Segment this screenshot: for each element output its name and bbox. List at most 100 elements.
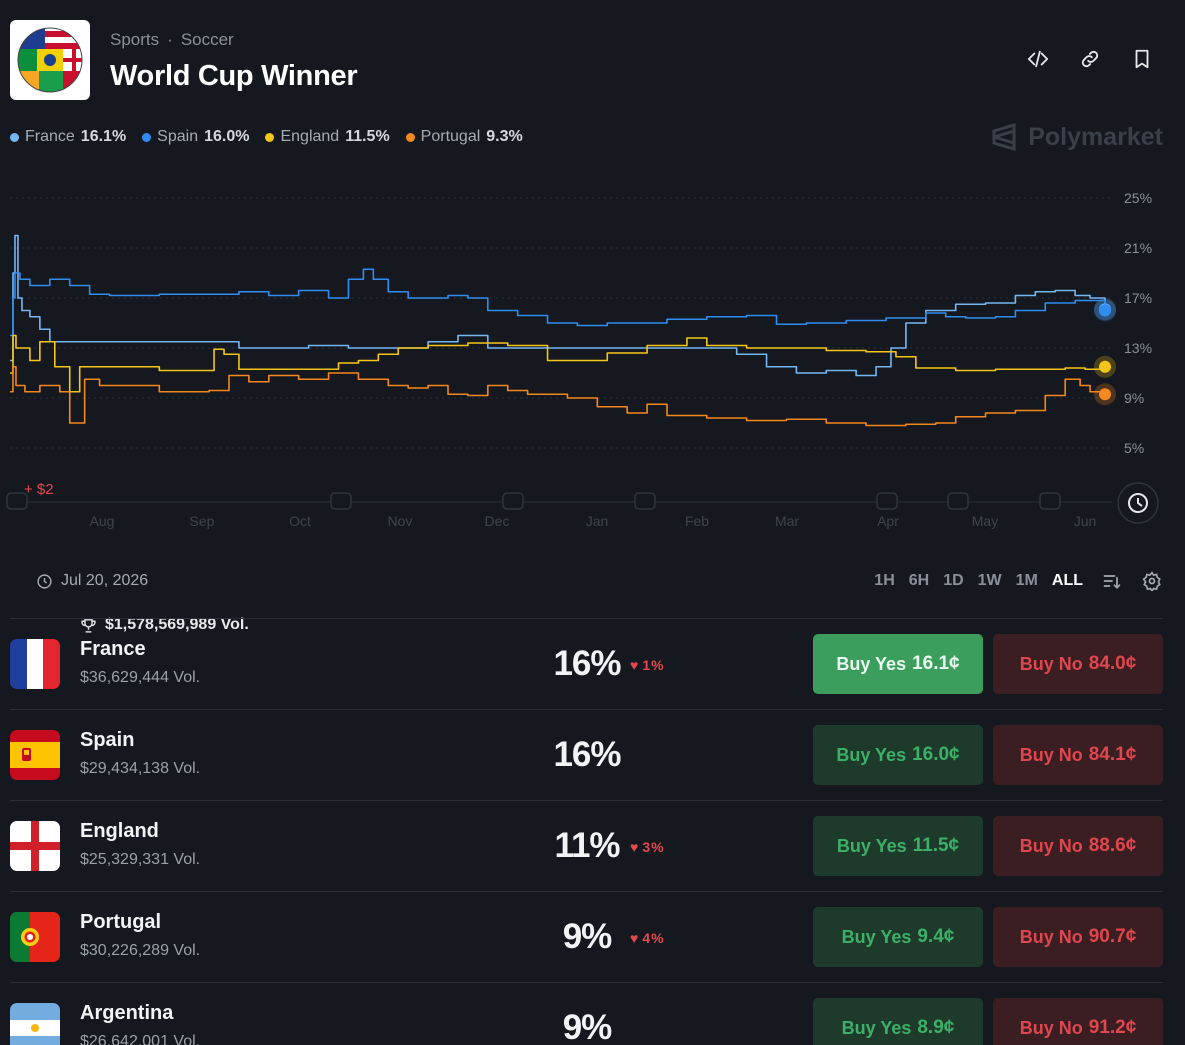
bookmark-button[interactable] <box>1129 46 1155 72</box>
legend-value: 16.0% <box>204 128 250 145</box>
buy-no-label: Buy No <box>1019 653 1083 674</box>
buy-yes-label: Buy Yes <box>836 744 907 765</box>
buy-yes-label: Buy Yes <box>841 1017 912 1038</box>
y-tick-label: 13% <box>1124 340 1152 356</box>
buy-yes-button[interactable]: Buy Yes 8.9¢ <box>813 998 983 1045</box>
event-marker <box>1039 492 1061 510</box>
series-endpoint-england <box>1099 360 1111 373</box>
outcome-row-england[interactable]: England $25,329,331 Vol. 11% ♥ 3% Buy Yes… <box>10 800 1163 891</box>
buy-no-label: Buy No <box>1019 744 1083 765</box>
y-tick-label: 25% <box>1124 190 1152 206</box>
outcome-change-value: 1% <box>642 657 665 673</box>
chart-toolbar: $1,578,569,989 Vol. Jul 20, 2026 1H 6H 1… <box>10 566 1163 633</box>
total-volume: $1,578,569,989 Vol. <box>80 616 249 634</box>
gear-icon <box>1142 571 1161 591</box>
event-marker <box>634 492 656 510</box>
outcome-change: ♥ 4% <box>630 930 665 946</box>
breadcrumb-category[interactable]: Sports <box>110 30 160 49</box>
legend-value: 9.3% <box>486 128 523 145</box>
embed-button[interactable] <box>1025 46 1051 72</box>
y-tick-label: 5% <box>1124 440 1144 456</box>
outcome-volume: $25,329,331 Vol. <box>80 851 201 868</box>
outcome-name: England <box>80 820 159 842</box>
buy-yes-label: Buy Yes <box>836 835 907 856</box>
series-line-england <box>10 334 1106 393</box>
buy-yes-price: 16.1¢ <box>912 653 960 674</box>
spain-flag-icon <box>10 730 60 780</box>
history-clock-button[interactable] <box>1117 482 1159 524</box>
outcome-row-france[interactable]: France $36,629,444 Vol. 16% ♥ 1% Buy Yes 1… <box>10 618 1163 709</box>
outcomes-list: France $36,629,444 Vol. 16% ♥ 1% Buy Yes 1… <box>10 618 1163 1045</box>
outcome-probability: 11% <box>554 826 620 865</box>
legend-label: England <box>280 128 340 145</box>
x-tick-label: Apr <box>877 513 899 529</box>
range-all[interactable]: ALL <box>1051 572 1083 589</box>
buy-yes-price: 11.5¢ <box>912 835 960 856</box>
outcome-probability: 16% <box>553 735 621 774</box>
chart-annotation: + $2 <box>24 481 54 498</box>
x-tick-label: Oct <box>289 513 311 529</box>
copy-link-button[interactable] <box>1077 46 1103 72</box>
chart-legend: France 16.1% Spain 16.0% England 11.5% P… <box>10 128 523 146</box>
event-logo <box>10 20 90 100</box>
outcome-row-argentina[interactable]: Argentina $26,642,001 Vol. 9% Buy Yes 8.9… <box>10 982 1163 1045</box>
price-history-chart[interactable]: 25% 21% 17% 13% 9% 5% Aug Sep Oct Nov Dec Jan Feb Mar… <box>0 180 1185 540</box>
legend-item-spain: Spain 16.0% <box>142 128 249 146</box>
outcome-name: Argentina <box>80 1002 174 1024</box>
outcome-row-portugal[interactable]: Portugal $30,226,289 Vol. 9% ♥ 4% Buy Yes… <box>10 891 1163 982</box>
legend-dot <box>265 132 275 142</box>
buy-no-button[interactable]: Buy No 90.7¢ <box>993 907 1163 967</box>
time-range-selector: 1H 6H 1D 1W 1M ALL <box>874 570 1163 592</box>
outcome-name: Spain <box>80 729 135 751</box>
outcome-name: Portugal <box>80 911 162 933</box>
outcome-row-spain[interactable]: Spain $29,434,138 Vol. 16% Buy Yes 16.0¢ … <box>10 709 1163 800</box>
x-tick-label: Feb <box>685 513 709 529</box>
buy-yes-button[interactable]: Buy Yes 11.5¢ <box>813 816 983 876</box>
x-tick-label: Dec <box>485 513 510 529</box>
bookmark-icon <box>1135 49 1149 69</box>
buy-no-button[interactable]: Buy No 91.2¢ <box>993 998 1163 1045</box>
breadcrumb-subcategory[interactable]: Soccer <box>180 30 234 49</box>
range-1h[interactable]: 1H <box>874 572 895 589</box>
range-1d[interactable]: 1D <box>943 572 964 589</box>
outcome-volume: $26,642,001 Vol. <box>80 1033 201 1045</box>
polymarket-logo-icon <box>992 122 1016 152</box>
legend-value: 11.5% <box>345 128 390 145</box>
buy-yes-price: 8.9¢ <box>917 1017 955 1038</box>
buy-no-button[interactable]: Buy No 88.6¢ <box>993 816 1163 876</box>
series-line-france <box>10 234 1106 377</box>
link-icon <box>1081 50 1099 68</box>
buy-no-button[interactable]: Buy No 84.0¢ <box>993 634 1163 694</box>
range-6h[interactable]: 6H <box>908 572 930 589</box>
x-tick-label: Jan <box>586 513 609 529</box>
sort-button[interactable] <box>1101 570 1123 592</box>
series-line-spain <box>10 268 1106 337</box>
legend-value: 16.1% <box>80 128 127 145</box>
settings-button[interactable] <box>1141 570 1163 592</box>
trophy-icon <box>81 618 96 633</box>
total-volume-value: $1,578,569,989 Vol. <box>105 616 249 633</box>
sort-icon <box>1103 575 1121 589</box>
buy-no-button[interactable]: Buy No 84.1¢ <box>993 725 1163 785</box>
england-flag-icon <box>10 821 60 871</box>
range-1m[interactable]: 1M <box>1015 572 1038 589</box>
range-1w[interactable]: 1W <box>977 572 1002 589</box>
buy-yes-button[interactable]: Buy Yes 9.4¢ <box>813 907 983 967</box>
buy-yes-price: 9.4¢ <box>917 926 955 947</box>
outcome-probability: 9% <box>562 917 613 956</box>
buy-no-price: 90.7¢ <box>1088 926 1137 947</box>
argentina-flag-icon <box>10 1003 60 1045</box>
legend-label: Spain <box>157 128 199 145</box>
outcome-probability: 9% <box>562 1008 613 1045</box>
page-title: World Cup Winner <box>110 60 358 92</box>
buy-no-price: 84.1¢ <box>1088 744 1137 765</box>
y-tick-label: 21% <box>1124 240 1152 256</box>
series-endpoint-portugal <box>1099 388 1111 401</box>
legend-item-portugal: Portugal 9.3% <box>405 128 523 146</box>
buy-yes-button[interactable]: Buy Yes 16.1¢ <box>813 634 983 694</box>
end-date-value: Jul 20, 2026 <box>61 572 149 589</box>
buy-yes-button[interactable]: Buy Yes 16.0¢ <box>813 725 983 785</box>
buy-no-price: 88.6¢ <box>1088 835 1137 856</box>
legend-dot <box>142 132 152 142</box>
x-tick-label: Jun <box>1074 513 1097 529</box>
